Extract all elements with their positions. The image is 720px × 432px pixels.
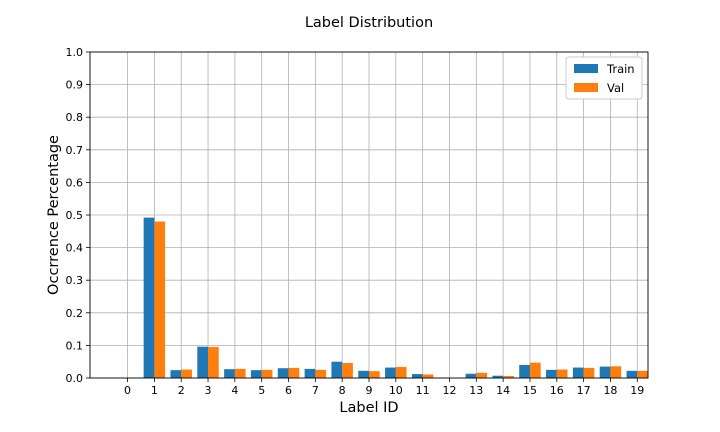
bar-train-16	[546, 369, 557, 378]
x-tick-label: 10	[389, 384, 403, 397]
bar-train-5	[250, 370, 262, 378]
bar-val-7	[315, 369, 327, 378]
bar-val-8	[342, 363, 353, 378]
bar-val-6	[288, 367, 300, 378]
bar-train-3	[197, 346, 209, 378]
bar-train-1	[143, 217, 155, 378]
x-tick-label: 4	[231, 384, 238, 397]
x-tick-label: 6	[285, 384, 292, 397]
bar-train-15	[519, 364, 530, 378]
bar-val-14	[503, 376, 514, 378]
bar-train-8	[331, 361, 343, 378]
y-tick-label: 0.9	[66, 79, 84, 92]
x-tick-label: 17	[577, 384, 591, 397]
y-tick-label: 1.0	[66, 46, 84, 59]
bar-train-4	[224, 369, 235, 378]
y-tick-label: 0.0	[66, 372, 84, 385]
legend-label-val: Val	[607, 81, 624, 95]
legend-swatch-train	[574, 64, 598, 73]
x-tick-label: 2	[178, 384, 185, 397]
x-tick-label: 0	[124, 384, 131, 397]
bar-val-3	[208, 347, 219, 378]
x-axis-ticks: 0 1 2 3 4 5 6 7 8 9 10 11 12 13 14 15 16 17 18 19	[124, 378, 644, 397]
y-tick-label: 0.2	[66, 307, 84, 320]
x-tick-label: 16	[550, 384, 564, 397]
bar-train-9	[358, 370, 369, 378]
bar-val-17	[583, 367, 595, 378]
bar-val-11	[422, 374, 434, 378]
bar-val-10	[395, 366, 407, 378]
bar-val-19	[637, 370, 648, 378]
x-tick-label: 11	[416, 384, 430, 397]
x-tick-label: 9	[366, 384, 373, 397]
bar-train-18	[599, 366, 611, 378]
y-tick-label: 0.6	[66, 176, 84, 189]
x-tick-label: 18	[603, 384, 617, 397]
bar-train-19	[626, 370, 638, 378]
bar-train-7	[304, 368, 316, 378]
x-tick-label: 5	[258, 384, 265, 397]
x-axis-label: Label ID	[339, 400, 398, 416]
bar-val-9	[369, 371, 380, 378]
y-axis-label: Occrrence Percentage	[46, 135, 62, 295]
y-tick-label: 0.3	[66, 274, 84, 287]
legend-swatch-val	[574, 83, 598, 92]
legend: Train Val	[565, 56, 643, 100]
bar-val-16	[556, 369, 568, 378]
y-tick-label: 0.5	[66, 209, 84, 222]
y-tick-label: 0.1	[66, 339, 84, 352]
x-tick-label: 7	[312, 384, 319, 397]
y-tick-label: 0.7	[66, 144, 84, 157]
x-tick-label: 1	[151, 384, 158, 397]
bar-val-5	[261, 369, 273, 378]
x-tick-label: 19	[630, 384, 644, 397]
bar-train-17	[572, 367, 584, 378]
bar-val-2	[181, 369, 192, 378]
x-tick-label: 8	[339, 384, 346, 397]
bar-train-13	[465, 373, 477, 378]
legend-label-train: Train	[606, 62, 635, 76]
bar-train-11	[411, 374, 423, 378]
x-tick-label: 15	[523, 384, 537, 397]
bar-val-1	[154, 221, 166, 378]
chart-title: Label Distribution	[305, 15, 433, 31]
y-axis-ticks: 0.0 0.1 0.2 0.3 0.4 0.5 0.6 0.7 0.8 0.9 1.0	[66, 46, 90, 385]
y-tick-label: 0.4	[66, 242, 84, 255]
bar-train-2	[170, 370, 182, 378]
bar-train-10	[385, 367, 396, 378]
bar-val-4	[234, 368, 246, 378]
y-tick-label: 0.8	[66, 111, 84, 124]
x-tick-label: 14	[496, 384, 510, 397]
bar-val-15	[529, 362, 541, 378]
bar-marks	[143, 217, 648, 378]
x-tick-label: 13	[469, 384, 483, 397]
bar-val-13	[476, 372, 488, 378]
x-tick-label: 3	[205, 384, 212, 397]
bar-train-6	[277, 368, 289, 378]
bar-train-14	[492, 375, 504, 378]
bar-val-18	[610, 366, 622, 378]
x-tick-label: 12	[442, 384, 456, 397]
